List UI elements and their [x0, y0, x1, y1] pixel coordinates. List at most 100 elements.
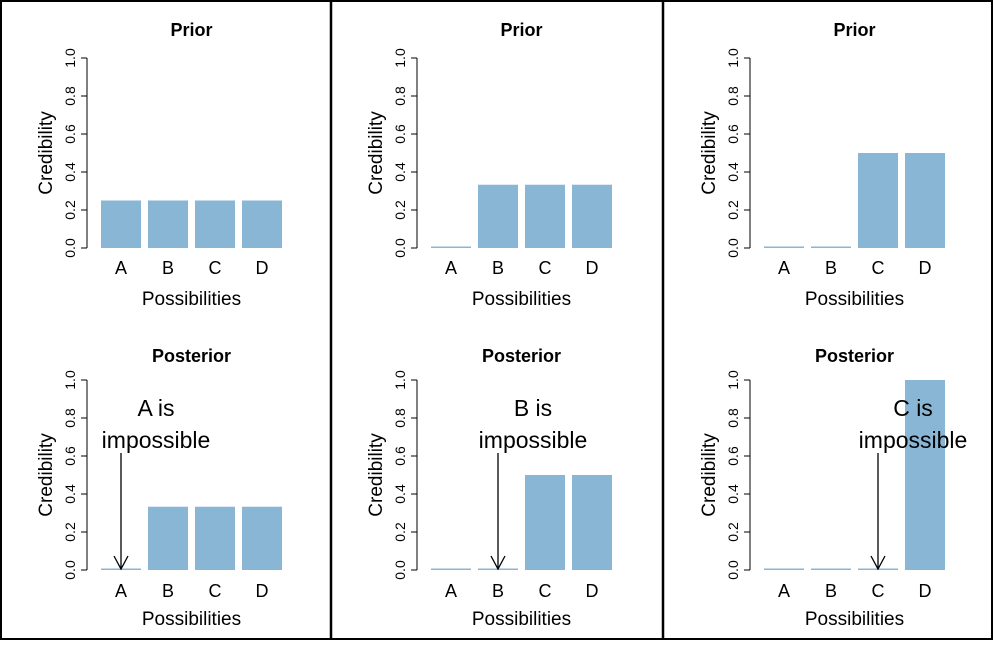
bar-b	[148, 200, 188, 248]
annotation-arrowhead	[870, 555, 886, 571]
bar-b	[478, 184, 518, 248]
y-tick-label: 0.2	[62, 200, 78, 220]
bar-d	[572, 184, 612, 248]
category-label: B	[492, 258, 504, 278]
y-tick-label: 0.6	[392, 124, 408, 144]
y-tick-label: 1.0	[725, 48, 741, 68]
y-tick-label: 0.8	[392, 408, 408, 428]
category-label: C	[539, 581, 552, 601]
y-tick-label: 0.4	[725, 484, 741, 504]
x-axis-label: Possibilities	[142, 609, 241, 630]
category-label: A	[115, 258, 127, 278]
x-axis-label: Possibilities	[472, 289, 571, 310]
bar-a	[101, 200, 141, 248]
annotation-text: impossible	[859, 427, 968, 453]
y-tick-label: 0.6	[62, 124, 78, 144]
y-tick-label: 0.0	[62, 560, 78, 580]
bar-a	[431, 568, 471, 570]
y-tick-label: 0.8	[392, 86, 408, 106]
category-label: B	[162, 581, 174, 601]
y-tick-label: 0.8	[62, 408, 78, 428]
chart-panel: Posterior 0.0 0.2 0.4 0.6 0.8 1.0 Credibility A B…	[366, 346, 612, 630]
y-tick-label: 0.4	[725, 162, 741, 182]
x-axis-label: Possibilities	[472, 609, 571, 630]
y-axis-label: Credibility	[366, 433, 387, 517]
y-tick-label: 0.2	[62, 522, 78, 542]
chart-panels: Prior 0.0 0.2 0.4 0.6 0.8 1.0 Credibility A B C D Po…	[36, 20, 967, 630]
category-label: B	[825, 258, 837, 278]
x-axis-label: Possibilities	[805, 609, 904, 630]
bar-d	[905, 153, 945, 248]
bar-c	[195, 200, 235, 248]
annotation-text: A is	[137, 395, 174, 421]
chart-panel: Posterior 0.0 0.2 0.4 0.6 0.8 1.0 Credibility A B…	[699, 346, 967, 630]
chart-panel: Prior 0.0 0.2 0.4 0.6 0.8 1.0 Credibility A B C D Po…	[699, 20, 945, 310]
panel-title: Prior	[833, 20, 875, 40]
y-tick-label: 0.2	[392, 200, 408, 220]
y-tick-label: 0.6	[392, 446, 408, 466]
category-label: B	[162, 258, 174, 278]
bar-d	[242, 200, 282, 248]
category-label: C	[872, 258, 885, 278]
annotation-text: C is	[893, 395, 933, 421]
x-axis-label: Possibilities	[142, 289, 241, 310]
x-axis-label: Possibilities	[805, 289, 904, 310]
category-label: C	[209, 581, 222, 601]
y-tick-label: 0.4	[62, 162, 78, 182]
bar-c	[858, 153, 898, 248]
category-label: C	[539, 258, 552, 278]
y-tick-label: 0.8	[62, 86, 78, 106]
y-tick-label: 1.0	[392, 370, 408, 390]
y-axis-label: Credibility	[699, 111, 720, 195]
annotation-arrowhead	[490, 555, 506, 571]
y-tick-label: 1.0	[62, 48, 78, 68]
bar-c	[525, 475, 565, 570]
category-label: D	[919, 581, 932, 601]
panel-title: Prior	[500, 20, 542, 40]
category-label: D	[919, 258, 932, 278]
y-axis-label: Credibility	[36, 111, 57, 195]
y-tick-label: 1.0	[62, 370, 78, 390]
category-label: A	[445, 258, 457, 278]
y-tick-label: 0.8	[725, 86, 741, 106]
panel-title: Posterior	[152, 346, 231, 366]
y-tick-label: 1.0	[392, 48, 408, 68]
category-label: C	[209, 258, 222, 278]
y-tick-label: 0.0	[725, 238, 741, 258]
bar-c	[195, 506, 235, 570]
y-tick-label: 0.4	[62, 484, 78, 504]
category-label: C	[872, 581, 885, 601]
y-tick-label: 1.0	[725, 370, 741, 390]
bar-d	[242, 506, 282, 570]
chart-panel: Prior 0.0 0.2 0.4 0.6 0.8 1.0 Credibility A B C D Po…	[366, 20, 612, 310]
bar-a	[764, 246, 804, 248]
bar-b	[811, 568, 851, 570]
bar-b	[811, 246, 851, 248]
category-label: B	[825, 581, 837, 601]
bar-a	[764, 568, 804, 570]
annotation-text: B is	[514, 395, 552, 421]
y-axis-label: Credibility	[366, 111, 387, 195]
y-tick-label: 0.2	[725, 200, 741, 220]
category-label: D	[586, 258, 599, 278]
category-label: D	[256, 581, 269, 601]
y-tick-label: 0.4	[392, 162, 408, 182]
bar-b	[148, 506, 188, 570]
bar-d	[572, 475, 612, 570]
y-tick-label: 0.0	[392, 560, 408, 580]
y-tick-label: 0.0	[392, 238, 408, 258]
y-axis-label: Credibility	[36, 433, 57, 517]
y-tick-label: 0.6	[725, 446, 741, 466]
y-tick-label: 0.4	[392, 484, 408, 504]
chart-panel: Posterior 0.0 0.2 0.4 0.6 0.8 1.0 Credibility A B…	[36, 346, 282, 630]
bar-d	[905, 380, 945, 570]
y-tick-label: 0.8	[725, 408, 741, 428]
annotation-text: impossible	[102, 427, 211, 453]
category-label: B	[492, 581, 504, 601]
bar-c	[525, 184, 565, 248]
y-tick-label: 0.0	[725, 560, 741, 580]
